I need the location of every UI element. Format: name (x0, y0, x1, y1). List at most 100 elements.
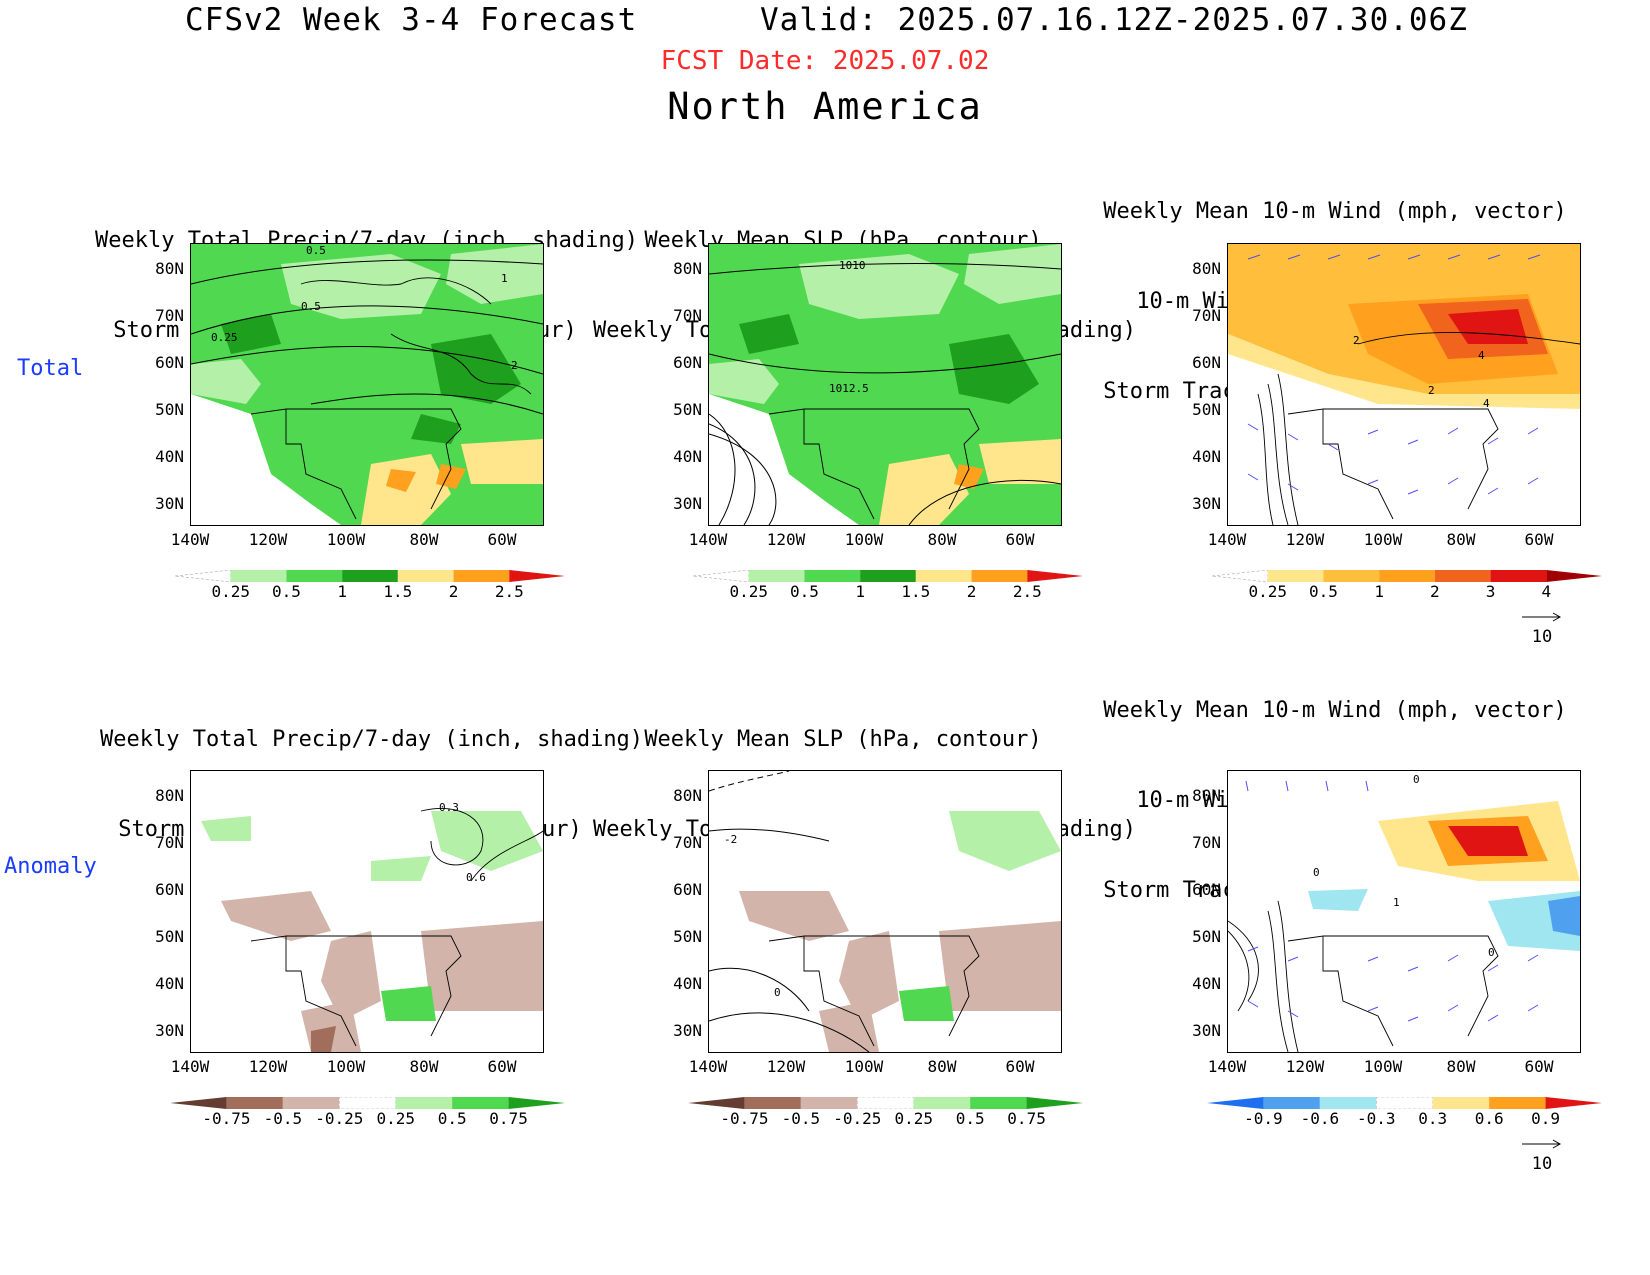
lat-tick-label: 70N (1192, 833, 1221, 852)
lon-tick-label: 140W (1207, 1057, 1247, 1076)
colorbar-swatch (915, 570, 972, 582)
colorbar-precip-total: 0.25 0.5 1 1.5 2 2.5 (175, 570, 565, 601)
colorbar-tick-label: 0.25 (376, 1109, 415, 1128)
lon-tick-label: 60W (1524, 1057, 1554, 1076)
lon-tick-label: 60W (1005, 1057, 1035, 1076)
lon-tick-label: 100W (326, 1057, 366, 1076)
colorbar-swatch (970, 1097, 1027, 1109)
colorbar-tick-label: 1 (1374, 582, 1384, 601)
contour-label: 1 (501, 272, 508, 285)
lon-tick-label: 100W (844, 530, 884, 549)
lat-tick-label: 50N (673, 927, 702, 946)
colorbar-tick-label: 0.5 (437, 1109, 467, 1128)
colorbar-swatch (1263, 1097, 1320, 1109)
colorbar-swatch (175, 570, 231, 582)
colorbar-precip-anom: -0.75 -0.5 -0.25 0.25 0.5 0.75 (688, 1097, 1083, 1128)
figure-title: CFSv2 Week 3-4 Forecast (185, 2, 638, 38)
lat-tick-label: 70N (673, 833, 702, 852)
lat-tick-label: 80N (155, 259, 184, 278)
colorbar-tick-label: 0.25 (1248, 582, 1287, 601)
valid-period: Valid: 2025.07.16.12Z-2025.07.30.06Z (760, 2, 1468, 38)
lat-tick-label: 60N (155, 353, 184, 372)
colorbar-swatch (342, 570, 398, 582)
wind-vectors (1245, 780, 1539, 1022)
lat-tick-label: 60N (1192, 880, 1221, 899)
lat-tick-label: 40N (1192, 974, 1221, 993)
panel1-title-line1: Weekly Total Precip/7-day (inch, shading… (95, 228, 639, 253)
contour-label: 2 (1353, 334, 1360, 347)
colorbar-swatch (913, 1097, 971, 1109)
contour-label: 1012.5 (829, 382, 869, 395)
lat-tick-label: 30N (155, 1021, 184, 1040)
row-label-total: Total (17, 356, 84, 381)
colorbar-tick-label: -0.75 (720, 1109, 769, 1128)
colorbar-swatch (1489, 1097, 1546, 1109)
colorbar-swatch (397, 570, 454, 582)
colorbar-swatch (230, 570, 287, 582)
lon-tick-label: 140W (688, 1057, 728, 1076)
colorbar-tick-label: 0.3 (1418, 1109, 1448, 1128)
contour-label: 0.6 (466, 871, 486, 884)
lon-tick-label: 120W (766, 1057, 806, 1076)
lat-tick-label: 50N (155, 400, 184, 419)
lat-tick-label: 80N (155, 786, 184, 805)
lat-tick-label: 60N (673, 353, 702, 372)
map-anomaly-slp-precip: -2 0 (708, 770, 1062, 1053)
colorbar-swatch (748, 570, 805, 582)
colorbar-swatch (693, 570, 749, 582)
colorbar-tick-label: 2 (966, 582, 977, 601)
colorbar-tick-label: 0.75 (1007, 1109, 1046, 1128)
colorbar-tick-label: 2 (448, 582, 459, 601)
lat-tick-label: 30N (1192, 494, 1221, 513)
contour-label: 2 (1428, 384, 1435, 397)
lat-tick-label: 40N (673, 974, 702, 993)
lon-tick-label: 120W (248, 1057, 288, 1076)
colorbar-swatch (1212, 570, 1268, 582)
lon-tick-label: 140W (170, 1057, 210, 1076)
vector-reference-label: 10 (1531, 627, 1553, 647)
lon-tick-label: 60W (1005, 530, 1035, 549)
lat-tick-label: 40N (155, 974, 184, 993)
region-title: North America (667, 85, 983, 128)
colorbar-tick-label: 0.25 (729, 582, 768, 601)
lon-tick-label: 100W (844, 1057, 884, 1076)
colorbar-tick-label: -0.5 (781, 1109, 821, 1128)
contour-label: 0 (1313, 866, 1320, 879)
colorbar-tick-label: 1.5 (383, 582, 413, 601)
colorbar-tick-label: 0.5 (271, 582, 301, 601)
panel6-title-line1: Weekly Mean 10-m Wind (mph, vector) (1103, 698, 1567, 723)
colorbar-swatch (282, 1097, 340, 1109)
colorbar-swatch (744, 1097, 801, 1109)
colorbar-tick-label: 1 (337, 582, 347, 601)
colorbar-swatch (1546, 570, 1602, 582)
lat-tick-label: 70N (673, 306, 702, 325)
lon-tick-label: 60W (487, 1057, 517, 1076)
colorbar-swatch (800, 1097, 858, 1109)
vector-reference-bottom: 10 (1520, 1135, 1564, 1174)
colorbar-swatch (453, 570, 510, 582)
forecast-date: FCST Date: 2025.07.02 (660, 46, 990, 76)
colorbar-swatch (860, 570, 916, 582)
colorbar-swatch (508, 1097, 565, 1109)
colorbar-tick-label: 0.5 (789, 582, 819, 601)
contour-label: 4 (1483, 397, 1490, 410)
colorbar-tick-label: 0.9 (1531, 1109, 1561, 1128)
map-total-precip-storm: 0.5 1 0.5 0.25 2 (190, 243, 544, 526)
colorbar-swatch (226, 1097, 283, 1109)
contour-label: 0 (774, 986, 781, 999)
lat-tick-label: 40N (1192, 447, 1221, 466)
map-total-slp-precip: 1010 1012.5 (708, 243, 1062, 526)
lon-tick-label: 80W (409, 1057, 439, 1076)
colorbar-swatch (1267, 570, 1324, 582)
colorbar-tick-label: -0.25 (833, 1109, 882, 1128)
colorbar-tick-label: 0.5 (955, 1109, 985, 1128)
colorbar-storm-total: 0.25 0.5 1 2 3 4 (1212, 570, 1602, 601)
lat-tick-label: 40N (155, 447, 184, 466)
lat-tick-label: 30N (155, 494, 184, 513)
lon-tick-label: 80W (1446, 530, 1476, 549)
arrow-right-icon (1522, 1139, 1562, 1149)
colorbar-tick-label: 1 (855, 582, 865, 601)
colorbar-tick-label: -0.9 (1244, 1109, 1283, 1128)
map-total-wind-storm: 2 4 2 4 (1227, 243, 1581, 526)
colorbar-swatch (170, 1097, 227, 1109)
